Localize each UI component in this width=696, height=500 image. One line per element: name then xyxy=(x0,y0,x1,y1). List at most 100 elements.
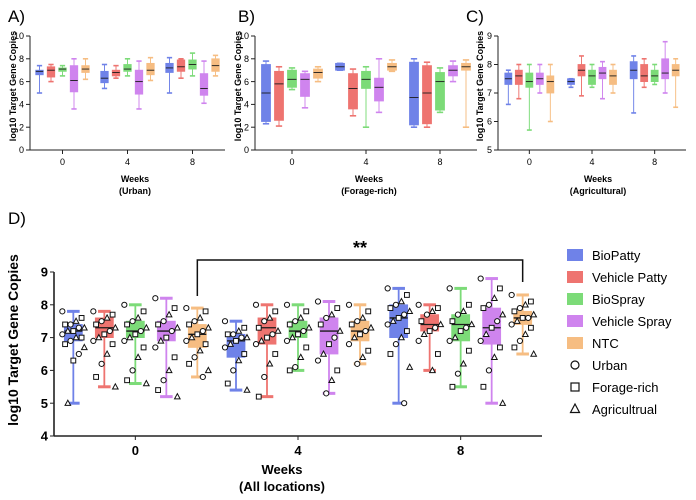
box-vehicle-patty xyxy=(640,64,649,83)
data-point-urban xyxy=(494,318,501,325)
data-point-forage-rich xyxy=(286,321,293,328)
data-point-forage-rich xyxy=(334,305,341,311)
data-point-urban xyxy=(463,324,470,331)
panel-a-plot: 0 2 4 6 8 10 0 4 8 xyxy=(14,31,225,167)
panel-c-plot: 5 6 7 8 9 0 4 8 xyxy=(487,31,686,167)
data-point-forage-rich xyxy=(140,308,147,315)
data-point-agricultural xyxy=(165,310,173,318)
data-point-agricultural xyxy=(397,333,406,341)
data-point-urban xyxy=(432,324,439,331)
data-point-agricultural xyxy=(103,349,111,357)
data-point-agricultural xyxy=(64,399,72,406)
data-point-agricultural xyxy=(196,313,204,321)
data-point-urban xyxy=(67,321,74,328)
data-point-urban xyxy=(292,318,299,325)
data-point-agricultural xyxy=(95,333,103,341)
legend-label: Vehicle Spray xyxy=(592,314,672,329)
box-vehicle-patty xyxy=(46,66,56,78)
data-point-urban xyxy=(401,400,408,407)
data-point-forage-rich xyxy=(357,331,363,338)
panel-b-xtick-label: 0 xyxy=(289,157,294,167)
data-point-agricultural xyxy=(359,353,367,360)
data-point-agricultural xyxy=(428,307,437,315)
panel-d-ytick-label: 6 xyxy=(41,363,48,378)
panel-b-subtitle: (Forage-rich) xyxy=(341,186,397,196)
panel-c-subtitle: (Agricultural) xyxy=(570,186,627,196)
data-point-urban xyxy=(67,337,74,344)
data-point-forage-rich xyxy=(365,347,372,354)
data-point-urban xyxy=(199,373,206,381)
panel-c-ytick-label: 6 xyxy=(487,117,492,127)
data-point-forage-rich xyxy=(511,344,518,351)
data-point-forage-rich xyxy=(194,331,201,338)
panel-c-ylabel: log10 Target Gene Copies xyxy=(475,31,485,141)
data-point-urban xyxy=(401,311,408,318)
data-point-agricultural xyxy=(80,323,88,331)
data-point-urban xyxy=(269,331,276,338)
box-vehicle-patty xyxy=(274,70,284,121)
data-point-agricultural xyxy=(134,353,142,360)
box-biopatty xyxy=(35,69,44,76)
panel-b-ytick-label: 0 xyxy=(244,145,249,155)
data-point-urban xyxy=(121,337,128,344)
legend-swatch-vehicle-patty xyxy=(567,271,583,283)
data-point-urban xyxy=(152,295,159,302)
data-point-agricultural xyxy=(513,317,521,324)
panel-a-xtick-label: 0 xyxy=(60,157,65,167)
data-point-forage-rich xyxy=(497,344,503,351)
data-point-forage-rich xyxy=(387,351,394,357)
data-point-agricultural xyxy=(482,330,490,338)
panel-b-ytick-label: 4 xyxy=(244,100,249,110)
panel-d-xlabel: Weeks xyxy=(262,462,303,477)
data-point-urban xyxy=(454,370,462,377)
panel-d-ytick-label: 9 xyxy=(41,265,48,280)
significance-label: ** xyxy=(353,238,367,258)
data-point-urban xyxy=(221,318,229,325)
legend-swatch-vehicle-spray xyxy=(567,315,583,327)
data-point-agricultural xyxy=(173,392,181,400)
panel-a-xtick-label: 8 xyxy=(190,157,195,167)
panel-b-plot: 0 2 4 6 8 10 0 4 8 xyxy=(239,31,477,167)
data-point-agricultural xyxy=(243,386,251,393)
panel-a-ytick-label: 6 xyxy=(19,77,24,87)
data-point-agricultural xyxy=(111,323,119,331)
data-point-agricultural xyxy=(111,382,119,390)
data-point-forage-rich xyxy=(365,308,372,315)
data-point-urban xyxy=(446,285,453,292)
data-point-urban xyxy=(199,327,206,335)
data-point-urban xyxy=(446,337,453,344)
panel-a-subtitle: (Urban) xyxy=(119,186,151,196)
data-point-forage-rich xyxy=(264,334,270,341)
data-point-urban xyxy=(392,301,400,308)
data-point-urban xyxy=(314,298,322,305)
data-point-forage-rich xyxy=(155,387,161,393)
data-point-forage-rich xyxy=(255,324,262,331)
data-point-urban xyxy=(98,318,105,325)
legend-label: NTC xyxy=(592,336,619,351)
data-point-agricultural xyxy=(451,333,459,341)
data-point-forage-rich xyxy=(62,321,68,328)
data-point-agricultural xyxy=(420,330,428,338)
data-point-urban xyxy=(423,311,431,318)
data-point-urban xyxy=(516,337,524,344)
data-point-agricultural xyxy=(328,310,336,318)
data-point-forage-rich xyxy=(519,315,526,321)
panel-label-b: B) xyxy=(238,7,255,26)
data-point-agricultural xyxy=(499,399,507,406)
data-point-agricultural xyxy=(235,356,243,364)
data-point-agricultural xyxy=(188,333,196,341)
panel-d-xtick-label: 0 xyxy=(132,443,139,458)
panel-c-ytick-label: 5 xyxy=(487,145,492,155)
legend-marker-square xyxy=(570,382,580,392)
box-vehicle-spray xyxy=(199,73,209,96)
box-vehicle-spray xyxy=(661,58,670,80)
data-point-urban xyxy=(191,318,198,325)
legend-marker-circle xyxy=(570,360,580,370)
data-point-urban xyxy=(331,334,338,341)
data-point-forage-rich xyxy=(62,341,68,348)
box-ntc xyxy=(609,69,617,85)
panel-d-ytick-label: 7 xyxy=(41,330,48,345)
data-point-forage-rich xyxy=(171,354,178,361)
data-point-agricultural xyxy=(204,366,212,374)
